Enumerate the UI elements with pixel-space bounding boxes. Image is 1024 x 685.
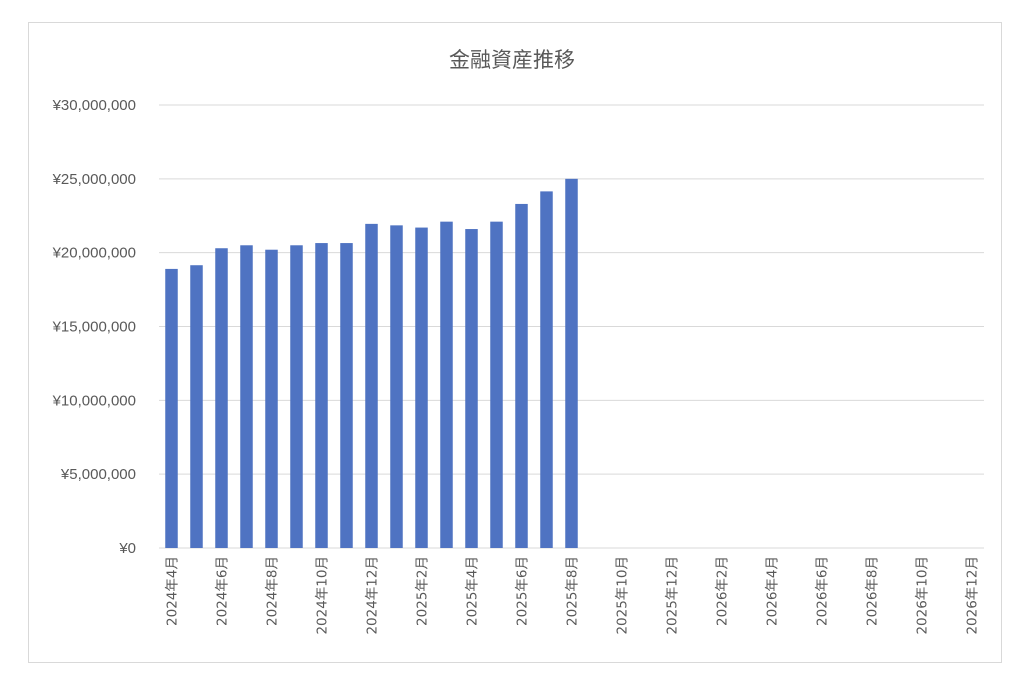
y-tick-label: ¥10,000,000 — [52, 392, 136, 409]
bars — [165, 178, 578, 549]
bar — [265, 249, 278, 549]
x-tick-label: 2025年6月 — [515, 556, 531, 626]
bar — [540, 191, 553, 548]
x-tick-label: 2025年12月 — [665, 556, 681, 635]
x-tick-label: 2026年10月 — [915, 556, 931, 635]
x-tick-label: 2025年8月 — [565, 556, 581, 626]
bar — [565, 178, 578, 549]
x-tick-label: 2026年4月 — [765, 556, 781, 626]
y-tick-label: ¥30,000,000 — [52, 97, 136, 114]
bar — [365, 223, 378, 548]
y-axis-labels: ¥0 ¥5,000,000 ¥10,000,000 ¥15,000,000 ¥20,00… — [52, 97, 136, 557]
x-tick-label: 2024年8月 — [265, 556, 281, 626]
bar — [465, 229, 478, 549]
y-tick-label: ¥15,000,000 — [52, 319, 136, 336]
y-tick-label: ¥25,000,000 — [52, 171, 136, 188]
x-tick-label: 2026年8月 — [865, 556, 881, 626]
y-tick-label: ¥5,000,000 — [60, 466, 136, 483]
bar — [390, 225, 403, 548]
bar — [240, 245, 253, 549]
bar — [415, 227, 428, 548]
bar — [165, 268, 178, 548]
x-tick-label: 2024年12月 — [365, 556, 381, 635]
x-tick-label: 2024年10月 — [315, 556, 331, 635]
bar — [190, 265, 203, 548]
bar — [290, 245, 303, 549]
bar — [340, 243, 353, 548]
x-tick-label: 2024年4月 — [165, 556, 181, 626]
bar — [315, 243, 328, 548]
chart-title: 金融資産推移 — [449, 48, 575, 72]
bar — [215, 248, 228, 548]
x-tick-label: 2025年10月 — [615, 556, 631, 635]
x-tick-label: 2024年6月 — [215, 556, 231, 626]
x-tick-label: 2026年2月 — [715, 556, 731, 626]
bar — [490, 221, 503, 548]
x-tick-label: 2026年6月 — [815, 556, 831, 626]
y-tick-label: ¥20,000,000 — [52, 245, 136, 262]
x-tick-label: 2026年12月 — [965, 556, 981, 635]
x-tick-label: 2025年2月 — [415, 556, 431, 626]
bar — [515, 203, 528, 549]
x-axis-labels: 2024年4月 2024年6月 2024年8月 2024年10月 2024年12月 202… — [165, 556, 981, 635]
y-tick-label: ¥0 — [118, 540, 136, 557]
bar — [440, 221, 453, 548]
x-tick-label: 2025年4月 — [465, 556, 481, 626]
